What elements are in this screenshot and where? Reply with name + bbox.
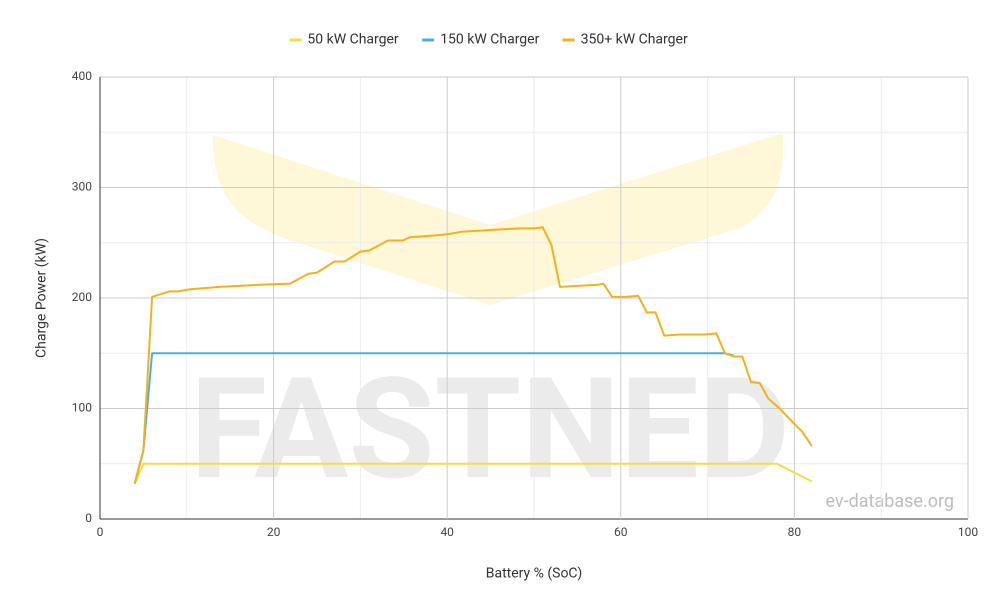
x-axis-title: Battery % (SoC) [486, 566, 583, 582]
x-tick-label: 100 [958, 525, 978, 539]
x-tick-label: 0 [97, 525, 104, 539]
watermark-text: FASTNED [190, 348, 790, 512]
x-tick-label: 40 [440, 525, 454, 539]
x-tick-label: 80 [788, 525, 802, 539]
watermark-logo [213, 133, 784, 305]
grid: 0 100 200 300 400 0 20 40 60 80 100 [72, 69, 979, 539]
series-line [133, 462, 813, 485]
y-axis-title: Charge Power (kW) [34, 238, 50, 358]
y-tick-label: 200 [72, 290, 92, 304]
legend-label: 50 kW Charger [307, 32, 399, 48]
x-tick-label: 20 [267, 525, 281, 539]
legend-label: 350+ kW Charger [581, 32, 688, 48]
legend: 50 kW Charger 150 kW Charger 350+ kW Charg… [289, 32, 688, 48]
y-tick-label: 0 [85, 511, 92, 525]
x-tick-label: 60 [614, 525, 628, 539]
series-line [133, 226, 813, 484]
legend-label: 150 kW Charger [440, 32, 539, 48]
y-tick-label: 100 [72, 401, 92, 415]
source-text: ev-database.org [825, 491, 954, 512]
plot [133, 226, 813, 485]
y-tick-label: 300 [72, 180, 92, 194]
y-tick-label: 400 [72, 69, 92, 83]
